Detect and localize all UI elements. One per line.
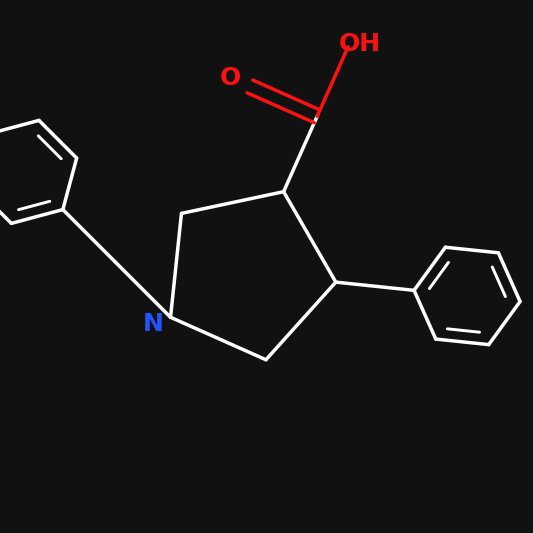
Text: N: N [142,312,163,336]
Text: OH: OH [338,33,381,56]
Text: O: O [220,66,241,90]
